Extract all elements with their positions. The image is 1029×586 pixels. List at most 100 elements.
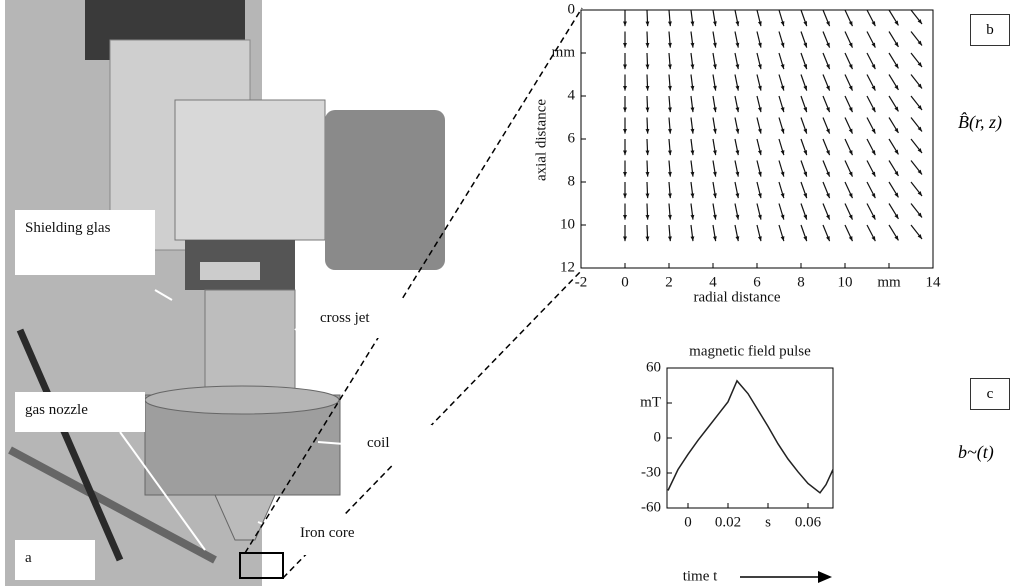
arrow-head: [646, 21, 650, 26]
arrow: [646, 182, 650, 198]
arrow-head: [803, 21, 807, 26]
x-tick-label: 6: [753, 274, 761, 290]
arrow: [867, 75, 875, 91]
x-tick-label: 0: [621, 274, 629, 290]
x-tick-label: 4: [709, 274, 717, 290]
page: {"photo": {"labels": ["Shielding glas", …: [0, 0, 1029, 586]
arrow-head: [826, 193, 830, 198]
arrow-head: [646, 107, 650, 112]
y-tick-label: 12: [560, 259, 575, 275]
arrow-head: [781, 64, 785, 69]
arrow: [713, 53, 717, 69]
arrow-head: [826, 172, 830, 177]
arrow: [867, 118, 875, 134]
arrow: [735, 118, 739, 134]
arrow: [801, 161, 807, 177]
arrow: [690, 53, 694, 69]
arrow-head: [646, 193, 650, 198]
arrow: [889, 139, 898, 154]
x-tick-label: s: [765, 514, 771, 530]
arrow: [757, 32, 762, 48]
arrow-head: [623, 237, 627, 242]
arrow: [867, 10, 875, 26]
arrow: [646, 225, 650, 241]
arrow: [646, 204, 650, 220]
label: gas nozzle: [15, 392, 145, 432]
arrow: [668, 10, 672, 26]
arrow: [845, 182, 852, 198]
panel-label: c: [970, 378, 1010, 410]
arrow: [801, 53, 807, 69]
x-axis-label: time t: [683, 568, 718, 584]
arrow: [779, 53, 784, 69]
arrow: [757, 75, 762, 91]
label: a: [15, 540, 95, 580]
arrow: [845, 10, 852, 26]
arrow: [735, 53, 739, 69]
arrow: [757, 53, 762, 69]
formula: b~(t): [958, 442, 994, 463]
arrow: [845, 161, 852, 177]
arrow: [801, 118, 807, 134]
arrow-head: [623, 108, 627, 113]
arrow: [646, 53, 650, 69]
arrow: [801, 225, 807, 241]
arrow: [779, 118, 784, 134]
formula: B̂(r, z): [958, 112, 1002, 133]
arrow: [845, 204, 852, 220]
arrow: [713, 139, 717, 155]
x-tick-label: 2: [665, 274, 673, 290]
arrow-head: [713, 43, 717, 48]
chart-title: magnetic field pulse: [689, 343, 811, 359]
arrow: [757, 118, 762, 134]
arrow: [623, 32, 627, 48]
arrow: [713, 204, 717, 220]
arrow-head: [781, 129, 785, 134]
arrow-head: [646, 64, 650, 69]
arrow: [735, 96, 739, 112]
arrow-head: [623, 65, 627, 70]
y-tick-label: 4: [568, 87, 576, 103]
y-tick-label: 8: [568, 173, 576, 189]
label: Shielding glas: [15, 210, 155, 275]
arrow-head: [826, 129, 830, 134]
arrow: [690, 204, 694, 220]
x-tick-label: 10: [838, 274, 853, 290]
arrow-head: [781, 86, 785, 91]
arrow: [668, 225, 672, 241]
arrow-head: [781, 21, 785, 26]
arrow-head: [623, 194, 627, 199]
arrow: [668, 182, 672, 198]
arrow-head: [623, 172, 627, 177]
arrow: [757, 161, 762, 177]
arrow-head: [781, 193, 785, 198]
arrow-head: [713, 193, 717, 198]
arrow: [823, 182, 830, 198]
arrow: [867, 32, 875, 48]
arrow: [690, 10, 694, 26]
arrow-head: [623, 215, 627, 220]
arrow: [646, 96, 650, 112]
arrow-head: [623, 129, 627, 134]
arrow: [801, 75, 807, 91]
arrow: [823, 204, 830, 220]
arrow: [845, 118, 852, 134]
arrow: [823, 75, 830, 91]
arrow: [889, 96, 898, 111]
arrow-head: [803, 236, 807, 241]
arrow: [823, 32, 830, 48]
arrow: [911, 139, 922, 153]
arrow-head: [803, 215, 807, 220]
arrow-head: [826, 86, 830, 91]
arrow: [757, 204, 762, 220]
arrow-head: [646, 86, 650, 91]
arrow: [757, 96, 762, 112]
arrow-head: [826, 21, 830, 26]
arrow: [668, 161, 672, 177]
y-tick-label: mm: [552, 44, 576, 60]
x-tick-label: 0: [684, 514, 692, 530]
arrow: [889, 118, 898, 133]
arrow: [735, 182, 739, 198]
arrow: [757, 10, 762, 26]
arrow: [911, 225, 922, 239]
